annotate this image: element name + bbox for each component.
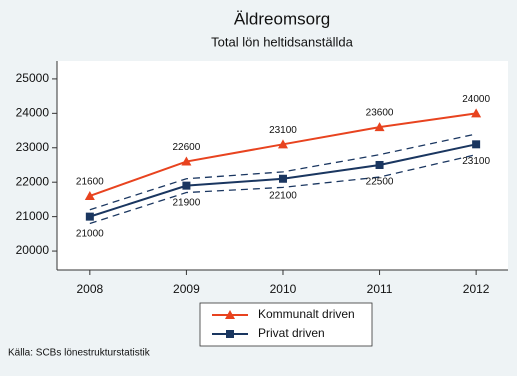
legend-marker (226, 330, 234, 338)
data-label: 23100 (269, 125, 297, 136)
y-tick-label: 21000 (16, 209, 50, 223)
point (181, 156, 192, 166)
x-tick-label: 2009 (173, 282, 200, 296)
data-label: 22600 (173, 142, 201, 153)
x-tick-label: 2010 (270, 282, 297, 296)
point (277, 139, 288, 149)
ci-line (89, 133, 477, 211)
y-tick-label: 25000 (16, 71, 50, 85)
y-tick-label: 23000 (16, 140, 50, 154)
data-label: 22500 (366, 177, 394, 188)
x-tick-label: 2012 (463, 282, 490, 296)
legend-label: Privat driven (258, 326, 325, 340)
legend-label: Kommunalt driven (258, 307, 355, 321)
legend-box (199, 302, 373, 347)
data-label: 21600 (76, 177, 104, 188)
point (182, 181, 191, 190)
point (84, 190, 95, 200)
point (374, 122, 385, 132)
y-tick-label: 22000 (16, 174, 50, 188)
data-label: 24000 (462, 94, 490, 105)
x-tick-label: 2008 (76, 282, 103, 296)
data-label: 23600 (366, 108, 394, 119)
source-note: Källa: SCBs lönestrukturstatistik (8, 348, 151, 359)
point (471, 108, 482, 118)
data-label: 22100 (269, 190, 297, 201)
legend-marker (225, 310, 235, 319)
chart-subtitle: Total lön heltidsanställda (211, 34, 353, 49)
y-tick-label: 24000 (16, 106, 50, 120)
x-tick-label: 2011 (367, 282, 393, 296)
data-label: 21900 (173, 197, 201, 208)
data-label: 23100 (462, 156, 490, 167)
ci-line (89, 154, 477, 225)
chart-title: Äldreomsorg (234, 9, 330, 28)
point (375, 160, 384, 169)
point (278, 174, 287, 183)
point (85, 212, 94, 221)
point (472, 140, 481, 149)
data-label: 21000 (76, 228, 104, 239)
plot-area (57, 61, 508, 270)
y-tick-label: 20000 (16, 243, 50, 257)
